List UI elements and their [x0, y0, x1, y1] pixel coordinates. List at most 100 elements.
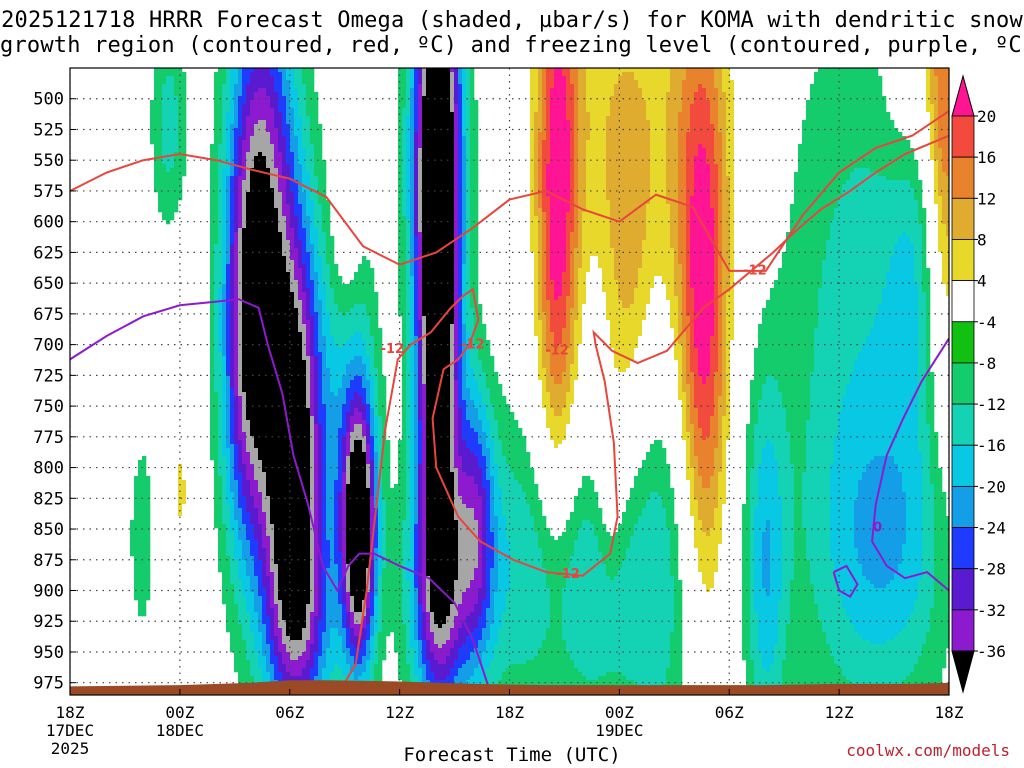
- omega-cell: [254, 260, 259, 265]
- omega-cell: [218, 412, 223, 417]
- omega-cell: [306, 140, 311, 145]
- omega-cell: [262, 116, 267, 121]
- omega-cell: [302, 368, 307, 373]
- omega-cell: [270, 420, 275, 425]
- omega-cell: [270, 168, 275, 173]
- omega-cell: [242, 608, 247, 613]
- omega-cell: [242, 288, 247, 293]
- omega-cell: [174, 552, 179, 557]
- omega-cell: [238, 232, 243, 237]
- omega-cell: [302, 112, 307, 117]
- omega-cell: [170, 500, 175, 505]
- omega-cell: [222, 156, 227, 161]
- omega-cell: [170, 564, 175, 569]
- omega-cell: [242, 200, 247, 205]
- omega-cell: [298, 360, 303, 365]
- omega-cell: [294, 632, 299, 637]
- omega-cell: [258, 296, 263, 301]
- omega-cell: [286, 96, 291, 101]
- omega-cell: [234, 588, 239, 593]
- omega-cell: [278, 112, 283, 117]
- omega-cell: [226, 324, 231, 329]
- omega-cell: [294, 576, 299, 581]
- omega-cell: [102, 264, 107, 269]
- omega-cell: [234, 220, 239, 225]
- omega-cell: [242, 568, 247, 573]
- omega-cell: [298, 464, 303, 469]
- omega-cell: [214, 188, 219, 193]
- omega-cell: [250, 144, 255, 149]
- omega-cell: [262, 268, 267, 273]
- omega-cell: [302, 148, 307, 153]
- omega-cell: [234, 488, 239, 493]
- omega-cell: [314, 312, 319, 317]
- omega-cell: [222, 400, 227, 405]
- omega-cell: [262, 372, 267, 377]
- omega-cell: [178, 452, 183, 457]
- omega-cell: [306, 568, 311, 573]
- omega-cell: [102, 296, 107, 301]
- omega-cell: [274, 116, 279, 121]
- omega-cell: [134, 512, 139, 517]
- omega-cell: [158, 116, 163, 121]
- omega-cell: [302, 620, 307, 625]
- omega-cell: [182, 468, 187, 473]
- omega-cell: [222, 396, 227, 401]
- omega-cell: [262, 408, 267, 413]
- omega-cell: [250, 456, 255, 461]
- omega-cell: [250, 296, 255, 301]
- omega-cell: [294, 644, 299, 649]
- omega-cell: [286, 164, 291, 169]
- omega-cell: [286, 608, 291, 613]
- omega-cell: [138, 592, 143, 597]
- omega-cell: [154, 96, 159, 101]
- omega-cell: [298, 548, 303, 553]
- omega-cell: [258, 248, 263, 253]
- omega-cell: [310, 652, 315, 657]
- omega-cell: [314, 96, 319, 101]
- omega-cell: [234, 580, 239, 585]
- omega-cell: [134, 560, 139, 565]
- omega-cell: [162, 168, 167, 173]
- omega-cell: [222, 240, 227, 245]
- omega-cell: [266, 232, 271, 237]
- omega-cell: [218, 392, 223, 397]
- omega-cell: [266, 236, 271, 241]
- omega-cell: [270, 400, 275, 405]
- omega-cell: [254, 116, 259, 121]
- omega-cell: [230, 156, 235, 161]
- omega-cell: [262, 168, 267, 173]
- omega-cell: [282, 588, 287, 593]
- omega-cell: [102, 244, 107, 249]
- omega-cell: [174, 204, 179, 209]
- omega-cell: [178, 412, 183, 417]
- omega-cell: [182, 420, 187, 425]
- omega-cell: [218, 108, 223, 113]
- omega-cell: [254, 272, 259, 277]
- omega-cell: [242, 528, 247, 533]
- omega-cell: [278, 516, 283, 521]
- omega-cell: [130, 552, 135, 557]
- omega-cell: [234, 392, 239, 397]
- omega-cell: [182, 148, 187, 153]
- omega-cell: [182, 456, 187, 461]
- omega-cell: [226, 172, 231, 177]
- omega-cell: [302, 668, 307, 673]
- omega-cell: [178, 116, 183, 121]
- omega-cell: [314, 340, 319, 345]
- omega-cell: [294, 592, 299, 597]
- omega-cell: [82, 356, 87, 361]
- omega-cell: [242, 156, 247, 161]
- omega-cell: [266, 280, 271, 285]
- omega-cell: [274, 240, 279, 245]
- omega-cell: [250, 136, 255, 141]
- omega-cell: [310, 176, 315, 181]
- omega-cell: [186, 472, 191, 477]
- omega-cell: [274, 496, 279, 501]
- omega-cell: [266, 140, 271, 145]
- omega-cell: [282, 440, 287, 445]
- omega-cell: [314, 172, 319, 177]
- omega-cell: [254, 196, 259, 201]
- omega-cell: [242, 632, 247, 637]
- omega-cell: [218, 472, 223, 477]
